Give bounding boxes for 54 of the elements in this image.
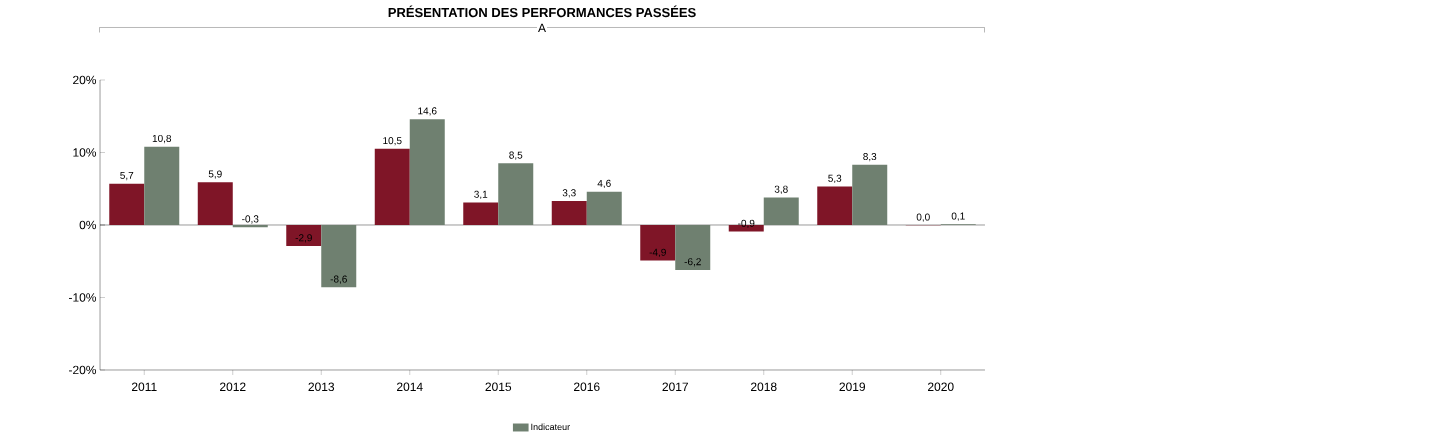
data-label: 10,8 <box>152 134 172 144</box>
y-tick-label: 20% <box>73 75 97 85</box>
x-tick-label: 2018 <box>751 382 777 392</box>
bar <box>586 191 622 225</box>
y-tick-label: 0% <box>79 220 97 230</box>
bar <box>498 163 534 225</box>
bar <box>374 148 410 225</box>
data-label: 10,5 <box>383 137 402 146</box>
data-label: 3,1 <box>474 190 488 199</box>
bar <box>852 164 888 225</box>
bar <box>817 186 853 225</box>
x-tick-label: 2013 <box>308 382 335 392</box>
data-label: 8,5 <box>509 151 523 160</box>
data-label: 4,6 <box>597 179 611 189</box>
y-tick-label: -10% <box>69 293 97 302</box>
bar <box>109 183 145 225</box>
data-label: 5,9 <box>208 170 222 179</box>
y-tick-label: -20% <box>69 365 97 375</box>
data-label: -0,3 <box>242 215 259 224</box>
data-label: -6,2 <box>684 258 701 267</box>
x-tick-label: 2014 <box>397 382 423 392</box>
data-label: 3,3 <box>562 189 576 198</box>
bar <box>675 224 711 270</box>
bar <box>232 224 268 228</box>
x-tick-label: 2019 <box>839 382 866 392</box>
x-tick-label: 2020 <box>928 382 954 392</box>
bar <box>286 224 322 247</box>
data-label: -8,6 <box>330 275 347 284</box>
bar <box>321 224 357 288</box>
x-tick-label: 2017 <box>662 382 688 392</box>
data-label: 3,8 <box>774 185 788 194</box>
bar <box>763 197 799 225</box>
bar <box>144 146 180 225</box>
data-label: -4,9 <box>649 248 666 257</box>
data-label: 0,0 <box>916 213 930 222</box>
data-label: 5,7 <box>120 171 134 181</box>
chart-title: PRÉSENTATION DES PERFORMANCES PASSÉES <box>388 5 696 18</box>
data-label: 0,1 <box>951 212 965 221</box>
bar <box>409 119 445 225</box>
bar <box>551 201 587 225</box>
bar <box>197 182 233 225</box>
x-tick-label: 2016 <box>574 382 600 392</box>
data-label: 5,3 <box>828 174 842 184</box>
data-label: 8,3 <box>863 153 877 162</box>
x-tick-label: 2012 <box>220 382 246 392</box>
data-label: 14,6 <box>418 107 437 116</box>
bar <box>463 202 499 225</box>
text: A <box>538 23 546 33</box>
x-tick-label: 2011 <box>131 382 157 392</box>
data-label: -2,9 <box>295 234 312 243</box>
y-tick-label: 10% <box>73 148 97 157</box>
legend-label: Indicateur <box>531 423 570 431</box>
x-tick-label: 2015 <box>485 382 512 392</box>
bar <box>640 224 676 261</box>
